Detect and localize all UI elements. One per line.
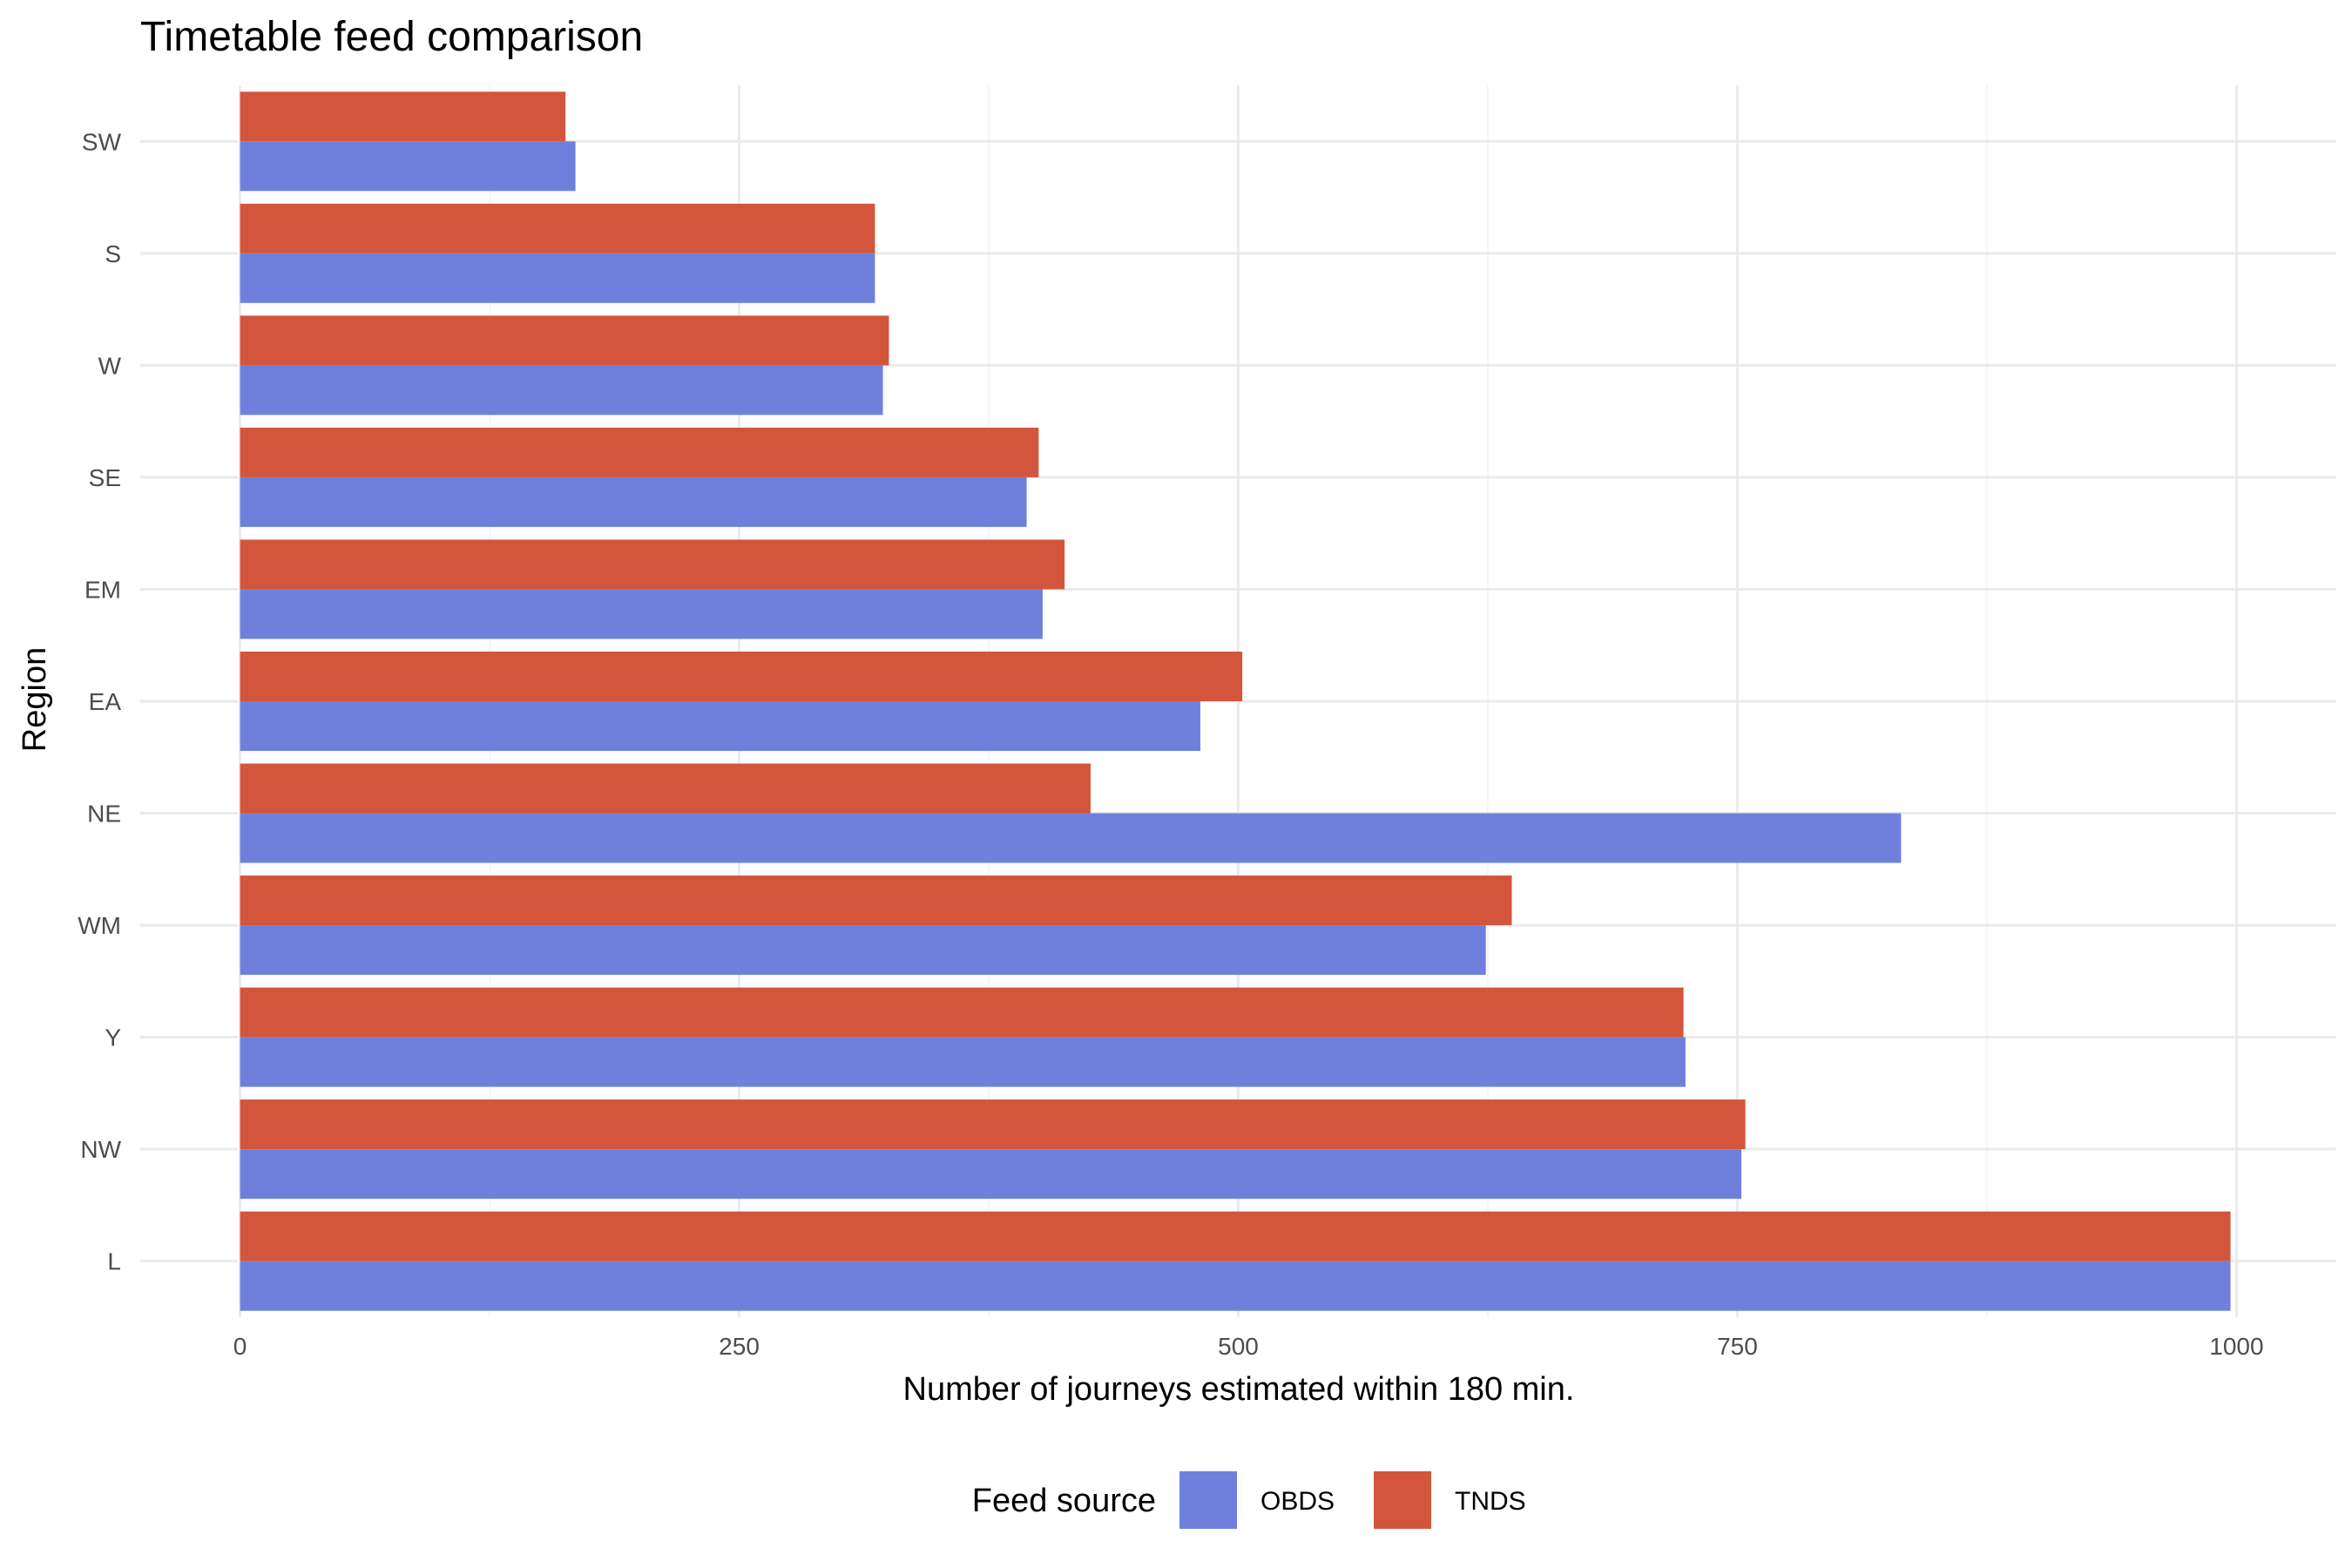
bar-tnds-l <box>240 1211 2231 1261</box>
y-tick-label: NE <box>87 801 121 828</box>
y-tick-label: Y <box>105 1024 121 1051</box>
bar-tnds-s <box>240 203 875 253</box>
x-axis-title: Number of journeys estimated within 180 … <box>903 1371 1575 1408</box>
bar-obds-sw <box>240 141 576 192</box>
bar-tnds-em <box>240 539 1065 590</box>
legend: Feed source OBDS TNDS <box>972 1471 1526 1529</box>
y-tick-label: EM <box>84 576 121 603</box>
chart-title: Timetable feed comparison <box>140 14 643 60</box>
bar-obds-ea <box>240 701 1200 751</box>
bar-obds-se <box>240 476 1027 527</box>
x-tick-label: 250 <box>719 1333 760 1360</box>
bar-tnds-y <box>240 987 1684 1037</box>
bar-tnds-nw <box>240 1099 1746 1150</box>
bar-tnds-ne <box>240 763 1091 814</box>
bar-obds-w <box>240 365 883 416</box>
bar-tnds-w <box>240 315 889 366</box>
x-axis-ticks: 0 250 500 750 1000 <box>233 1333 2264 1360</box>
legend-label-obds: OBDS <box>1260 1487 1335 1516</box>
legend-swatch-tnds <box>1374 1471 1431 1529</box>
legend-label-tnds: TNDS <box>1455 1487 1526 1516</box>
bar-tnds-sw <box>240 91 566 142</box>
y-tick-label: L <box>107 1248 121 1275</box>
bar-obds-ne <box>240 813 1902 863</box>
y-tick-label: W <box>98 352 122 379</box>
x-tick-label: 0 <box>233 1333 247 1360</box>
y-tick-label: NW <box>80 1136 121 1163</box>
y-axis-title: Region <box>17 647 53 752</box>
legend-swatch-obds <box>1179 1471 1237 1529</box>
bar-tnds-wm <box>240 875 1512 926</box>
y-tick-label: S <box>105 240 121 267</box>
bar-obds-em <box>240 589 1043 639</box>
bar-tnds-se <box>240 427 1039 477</box>
bar-obds-wm <box>240 925 1486 976</box>
bar-obds-nw <box>240 1149 1742 1200</box>
bar-tnds-ea <box>240 652 1243 701</box>
x-tick-label: 750 <box>1717 1333 1758 1360</box>
bar-obds-s <box>240 253 875 303</box>
y-tick-label: WM <box>78 912 121 939</box>
x-tick-label: 1000 <box>2209 1333 2263 1360</box>
y-tick-label: SW <box>82 128 122 155</box>
y-tick-label: EA <box>89 688 122 715</box>
x-tick-label: 500 <box>1218 1333 1259 1360</box>
y-tick-label: SE <box>89 464 121 491</box>
bar-obds-l <box>240 1260 2231 1311</box>
bars <box>240 91 2231 1311</box>
legend-title: Feed source <box>972 1483 1156 1519</box>
bar-obds-y <box>240 1037 1686 1087</box>
